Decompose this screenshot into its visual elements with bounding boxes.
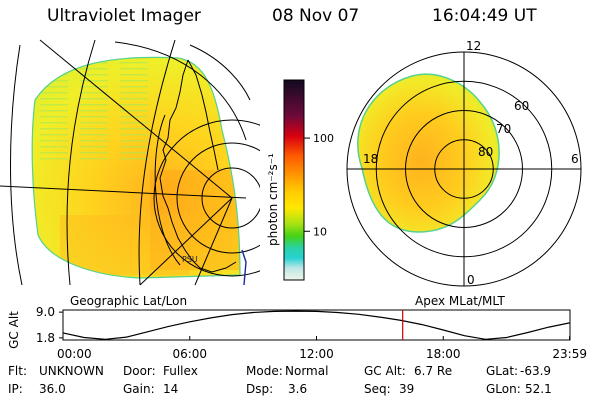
altitude-axis-label: GC Alt [7,311,21,349]
status-label: Dsp: [246,382,274,396]
polar-mlt-label: 12 [466,40,481,53]
colorbar: 100 10 [283,79,334,281]
psu-watermark: PSU [182,255,198,264]
status-label: GLon: [486,382,521,396]
instrument-title: Ultraviolet Imager [47,6,201,26]
altitude-x-tick-label: 06:00 [172,347,207,361]
status-value: 36.0 [39,382,66,396]
status-value: 6.7 Re [414,364,453,378]
status-label: IP: [8,382,23,396]
status-label: Gain: [123,382,155,396]
altitude-x-tick-label: 18:00 [426,347,461,361]
status-label: Door: [123,364,156,378]
altitude-x-tick-label: 23:59 [552,347,587,361]
altitude-x-tick-label: 00:00 [57,347,92,361]
status-value: 52.1 [525,382,552,396]
geographic-image: PSU [0,39,260,286]
altitude-plot-frame [62,309,571,341]
status-label: GC Alt: [364,364,406,378]
status-value: UNKNOWN [39,364,104,378]
status-value: Fullex [163,364,198,378]
status-value: 14 [163,382,179,396]
status-label: GLat: [486,364,519,378]
status-value: -63.9 [520,364,552,378]
status-value: Normal [285,364,329,378]
polar-lat-label: 60 [514,99,529,113]
time-label: 16:04:49 UT [432,6,537,26]
altitude-x-tick-label: 12:00 [299,347,334,361]
colorbar-tick-label: 10 [313,225,327,238]
altitude-y-tick-label: 9.0 [36,306,55,319]
status-label: Flt: [8,364,27,378]
polar-mlt-label: 18 [363,152,378,166]
polar-caption: Apex MLat/MLT [415,294,505,308]
polar-mlt-label: 6 [571,152,579,166]
polar-mlt-label: 0 [467,273,475,287]
colorbar-tick-label: 100 [313,132,334,145]
polar-lat-label: 80 [478,145,493,159]
altitude-chart: GC Alt 9.0 1.800:00 06:00 12:00 18:00 23:59 [7,306,587,361]
status-label: Mode: [246,364,283,378]
status-value: 3.6 [288,382,308,396]
date-label: 08 Nov 07 [272,6,360,26]
status-value: 39 [399,382,415,396]
colorbar-unit-label: photon cm⁻²s⁻¹ [266,153,280,246]
polar-lat-label: 70 [496,122,511,136]
geographic-caption: Geographic Lat/Lon [70,294,188,308]
status-label: Seq: [364,382,391,396]
altitude-y-tick-label: 1.8 [36,331,55,345]
altitude-series-line [62,310,570,340]
